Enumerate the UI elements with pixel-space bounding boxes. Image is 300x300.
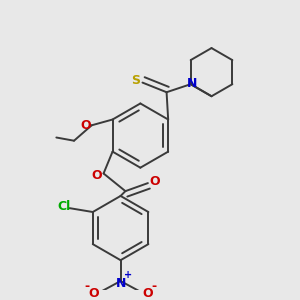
Text: O: O bbox=[150, 175, 160, 188]
Text: O: O bbox=[142, 287, 152, 300]
Text: O: O bbox=[91, 169, 102, 182]
Text: N: N bbox=[116, 277, 126, 290]
Text: O: O bbox=[81, 119, 91, 132]
Text: O: O bbox=[88, 287, 99, 300]
Text: Cl: Cl bbox=[57, 200, 70, 213]
Text: -: - bbox=[84, 280, 89, 293]
Text: -: - bbox=[152, 280, 157, 293]
Text: S: S bbox=[131, 74, 140, 86]
Text: +: + bbox=[124, 270, 132, 280]
Text: N: N bbox=[187, 77, 197, 90]
